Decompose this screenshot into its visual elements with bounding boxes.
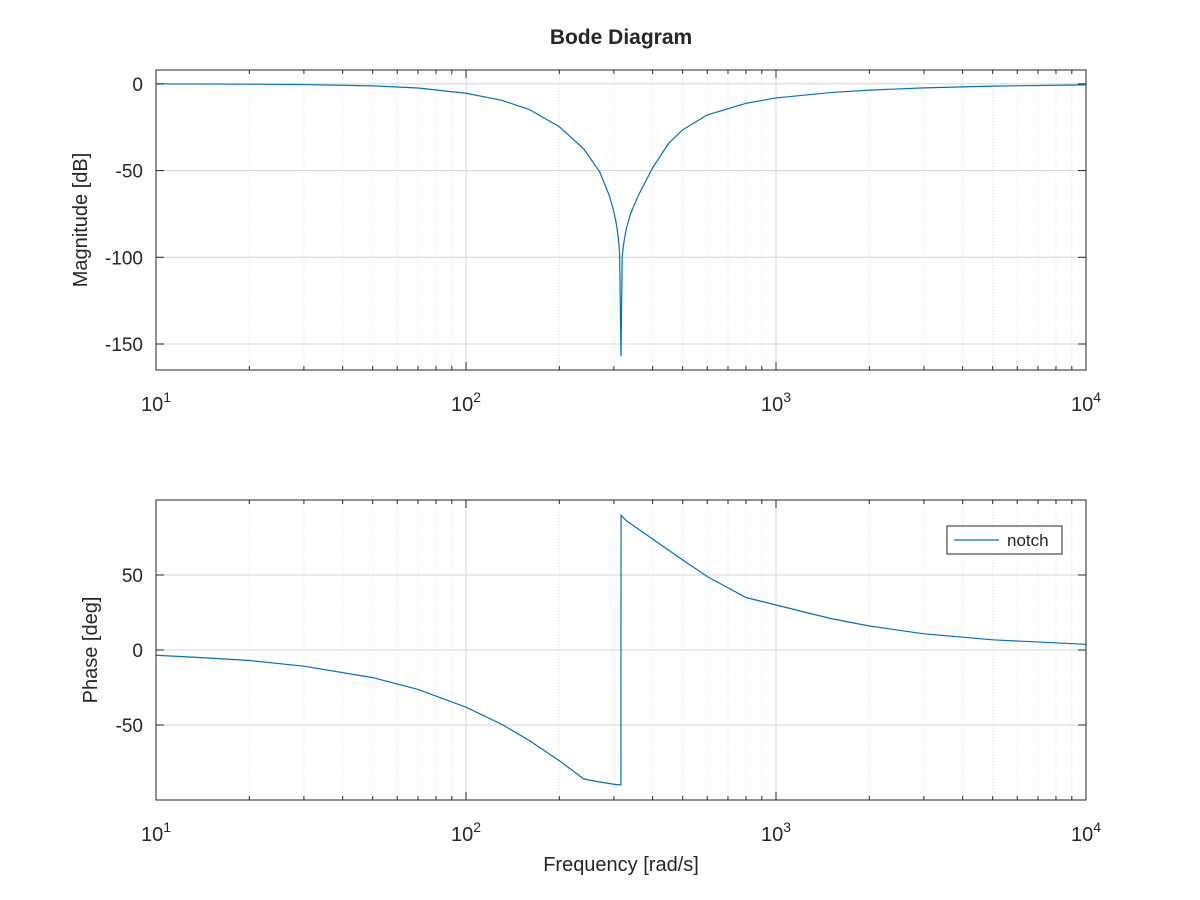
legend-label: notch: [1007, 531, 1049, 550]
y-tick-label: -150: [105, 335, 143, 356]
x-tick-label: 102: [451, 819, 481, 846]
y-tick-label: -50: [116, 716, 143, 737]
x-tick-label: 104: [1071, 819, 1101, 846]
x-tick-label: 103: [761, 389, 791, 416]
figure-title: Bode Diagram: [550, 26, 692, 49]
x-tick-label: 101: [141, 819, 171, 846]
y-tick-label: 0: [132, 75, 143, 96]
y-axis-label: Magnitude [dB]: [70, 153, 92, 288]
y-tick-label: -100: [105, 248, 143, 269]
series-line-notch: [156, 83, 1086, 357]
x-axis-label: Frequency [rad/s]: [543, 854, 699, 876]
y-tick-label: 50: [122, 566, 143, 587]
y-tick-label: 0: [132, 641, 143, 662]
legend: notch: [946, 525, 1063, 555]
x-tick-label: 104: [1071, 389, 1101, 416]
x-tick-label: 103: [761, 819, 791, 846]
x-tick-label: 102: [451, 389, 481, 416]
series-line-notch: [156, 513, 1086, 786]
y-axis-label: Phase [deg]: [80, 597, 102, 704]
phase-axes: 101 102 103 104 50 0 -50 Phase [deg] Frequency […: [80, 499, 1101, 876]
x-tick-label: 101: [141, 389, 171, 416]
magnitude-axes: 101 102 103 104 0 -50 -100 -150 Magnitude [dB]: [70, 69, 1101, 416]
y-tick-label: -50: [116, 162, 143, 183]
axes-box: [155, 69, 1087, 371]
